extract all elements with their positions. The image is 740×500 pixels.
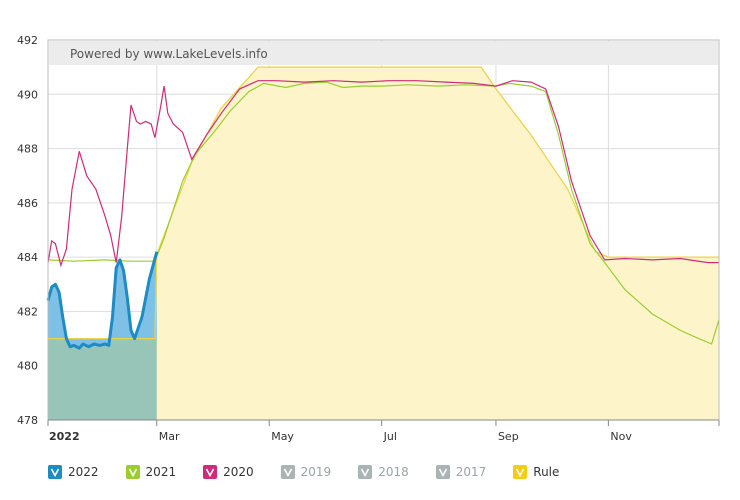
x-tick-label-Jul: Jul <box>383 430 397 443</box>
checkbox-icon[interactable] <box>48 465 62 479</box>
legend-label: 2022 <box>68 465 99 479</box>
x-tick-label-May: May <box>271 430 294 443</box>
series-lines <box>46 66 720 350</box>
2020-line <box>47 80 719 268</box>
checkbox-icon[interactable] <box>358 465 373 479</box>
legend-item-2018[interactable]: 2018 <box>358 465 409 479</box>
x-tick-label-Nov: Nov <box>610 430 632 443</box>
checkbox-icon[interactable] <box>280 465 295 479</box>
legend-label: 2021 <box>145 465 177 479</box>
attribution-bar <box>49 41 718 65</box>
x-tick-label-Sep: Sep <box>498 430 519 443</box>
y-tick-label-482: 482 <box>17 305 38 318</box>
attribution-text[interactable]: Powered by www.LakeLevels.info <box>70 47 268 61</box>
2022-line <box>46 251 159 350</box>
y-tick-label-488: 488 <box>17 143 38 156</box>
legend-item-2019[interactable]: 2019 <box>280 465 332 479</box>
legend-item-2017[interactable]: 2017 <box>435 465 487 479</box>
axes: 478 480 482 484 486 488 490 492 2022 Mar May Jul Sep… <box>17 34 720 443</box>
y-tick-label-484: 484 <box>17 251 38 264</box>
2021-line <box>47 81 720 345</box>
legend-label: Rule <box>533 465 560 479</box>
legend-item-rule[interactable]: Rule <box>513 465 559 479</box>
legend-label: 2019 <box>300 465 332 479</box>
lake-level-chart: Powered by www.LakeLevels.info 478 480 482… <box>17 34 720 443</box>
y-tick-label-490: 490 <box>17 88 38 101</box>
legend-item-2022[interactable]: 2022 <box>48 465 99 479</box>
checkbox-icon[interactable] <box>203 465 218 479</box>
y-tick-label-492: 492 <box>17 34 38 47</box>
x-tick-label-2022: 2022 <box>49 430 80 443</box>
legend-label: 2018 <box>378 465 409 479</box>
rule-area <box>48 67 719 420</box>
checkbox-icon[interactable] <box>513 465 528 479</box>
y-tick-label-478: 478 <box>17 414 38 427</box>
checkbox-icon[interactable] <box>125 465 140 479</box>
x-tick-label-Mar: Mar <box>159 430 180 443</box>
y-tick-label-480: 480 <box>17 360 38 373</box>
legend-label: 2017 <box>455 465 487 479</box>
2022-base-area <box>48 338 157 420</box>
legend: 2022 2021 2020 2019 2018 2017 Rule <box>48 462 586 482</box>
legend-item-2021[interactable]: 2021 <box>125 465 177 479</box>
legend-item-2020[interactable]: 2020 <box>203 465 254 479</box>
legend-label: 2020 <box>223 465 254 479</box>
y-tick-label-486: 486 <box>17 197 38 210</box>
checkbox-icon[interactable] <box>435 465 450 479</box>
